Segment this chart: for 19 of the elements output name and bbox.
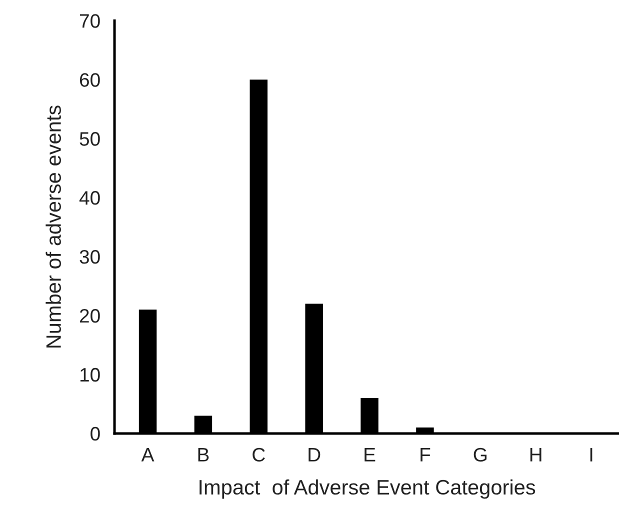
x-tick-label: G xyxy=(474,448,487,462)
x-tick-label: E xyxy=(364,448,376,462)
x-tick-label: A xyxy=(141,448,154,462)
x-tick-label: C xyxy=(252,448,265,462)
x-axis-title: Impact of Adverse Event Categories xyxy=(200,479,536,499)
y-tick-label: 70 xyxy=(80,14,100,28)
y-tick-label: 60 xyxy=(80,73,100,87)
x-tick-label: F xyxy=(420,448,430,462)
x-tick-label: H xyxy=(530,448,542,462)
y-tick-label: 30 xyxy=(80,250,100,264)
y-tick-label: 10 xyxy=(80,368,100,382)
x-tick-label: D xyxy=(308,448,320,462)
y-tick-label: 20 xyxy=(80,308,100,323)
x-tick-label: B xyxy=(198,448,209,462)
y-tick-label: 0 xyxy=(90,426,100,441)
y-axis-title: Number of adverse events xyxy=(46,106,61,348)
y-tick-label: 40 xyxy=(79,191,100,205)
x-tick-label: I xyxy=(590,448,592,462)
y-tick-label: 50 xyxy=(80,132,100,146)
